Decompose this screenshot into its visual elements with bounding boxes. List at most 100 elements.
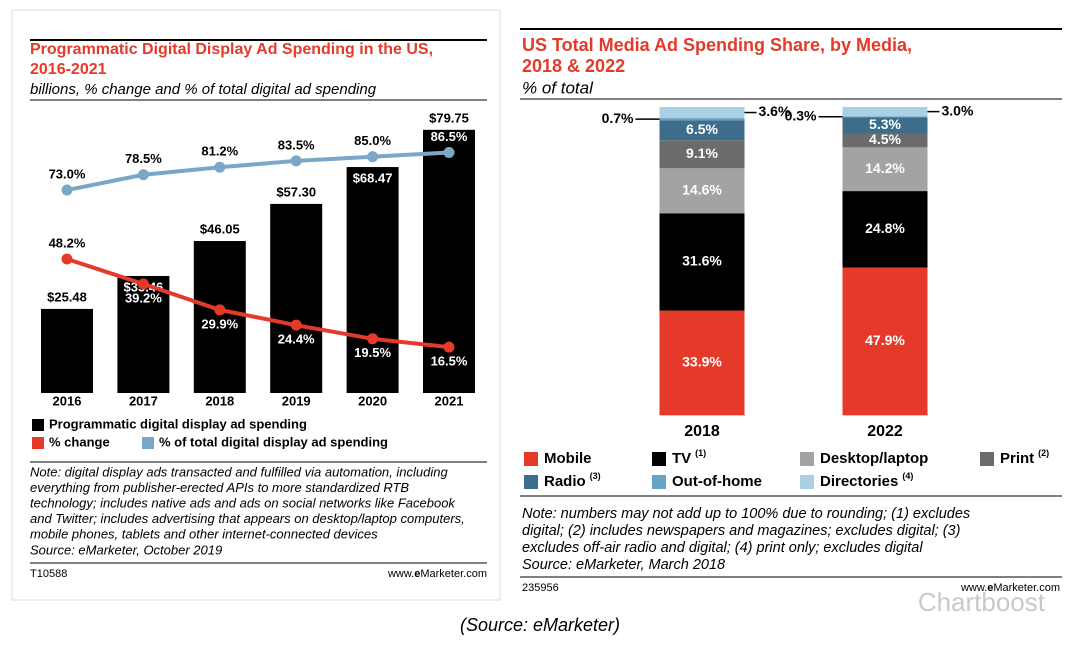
- x-tick-label: 2020: [358, 393, 387, 408]
- legend-swatch: [524, 452, 538, 466]
- legend-label: % change: [49, 434, 110, 449]
- site-part: e: [414, 568, 420, 580]
- bar-segment: [842, 133, 928, 148]
- legend-swatch: [800, 452, 814, 466]
- x-tick-label: 2019: [282, 393, 311, 408]
- bar: [41, 308, 93, 393]
- site: www.eMarketer.com: [960, 582, 1060, 594]
- x-tick-label: 2021: [435, 393, 464, 408]
- data-label: 48.2%: [49, 235, 86, 250]
- left-panel: [11, 9, 501, 601]
- note: excludes off-air radio and digital; (4) …: [522, 540, 923, 556]
- bar-segment: [842, 117, 928, 134]
- bar-segment: [659, 310, 745, 415]
- site-part: www.: [960, 582, 987, 594]
- data-label: 19.5%: [354, 345, 391, 360]
- note: mobile phones, tablets and other interne…: [30, 526, 378, 541]
- data-label: 24.4%: [278, 332, 315, 347]
- legend-label: Desktop/laptop: [820, 450, 928, 467]
- note: everything from publisher-erected APIs t…: [30, 480, 409, 495]
- legend-swatch: [800, 475, 814, 489]
- legend-name: Radio: [544, 473, 586, 490]
- legend-name: Desktop/laptop: [820, 450, 928, 467]
- site-part: www.: [387, 568, 414, 580]
- point: [290, 319, 302, 331]
- line: [66, 150, 450, 193]
- bar: [193, 241, 246, 393]
- legend-label: TV (1): [672, 448, 706, 467]
- bar-segment: [659, 118, 745, 121]
- legend-swatch: [142, 437, 154, 449]
- data-label: 4.5%: [869, 131, 901, 147]
- point: [443, 147, 455, 159]
- data-label: 0.3%: [785, 107, 817, 123]
- bar-segment: [659, 140, 745, 169]
- data-label: 3.0%: [942, 102, 974, 118]
- legend-name: Print: [1000, 450, 1034, 467]
- site: www.eMarketer.com: [387, 568, 487, 580]
- watermark: Chartboost: [918, 587, 1046, 617]
- source: Source: eMarketer, October 2019: [30, 542, 222, 557]
- data-label: 3.6%: [759, 103, 791, 119]
- x-tick-label: 2018: [205, 393, 234, 408]
- note: and Twitter; includes advertising that a…: [30, 511, 465, 526]
- legend-swatch: [652, 475, 666, 489]
- note: technology; includes native ads and ads …: [30, 495, 456, 510]
- data-label: $57.30: [276, 184, 316, 199]
- legend-swatch: [32, 437, 44, 449]
- data-label: 14.6%: [682, 181, 722, 197]
- legend-label: Mobile: [544, 450, 592, 467]
- x-tick-label: 2017: [129, 393, 158, 408]
- note: digital; (2) includes newspapers and mag…: [522, 523, 960, 539]
- bar-segment: [659, 168, 745, 214]
- data-label: $68.47: [353, 170, 393, 185]
- data-label: 9.1%: [686, 145, 718, 161]
- data-label: 83.5%: [278, 137, 315, 152]
- data-label: 39.2%: [125, 290, 162, 305]
- data-label: 5.3%: [869, 116, 901, 132]
- point: [137, 169, 149, 181]
- legend-note: (3): [590, 471, 601, 481]
- data-label: $46.05: [200, 221, 240, 236]
- legend-label: Out-of-home: [672, 473, 762, 490]
- point: [367, 151, 379, 163]
- point: [61, 253, 73, 265]
- chart-title: 2016-2021: [30, 61, 107, 78]
- bar-segment: [659, 120, 745, 141]
- data-label: 33.9%: [682, 353, 722, 369]
- note: Note: digital display ads transacted and…: [30, 464, 448, 479]
- data-label: $79.75: [429, 110, 469, 125]
- bar-segment: [842, 147, 928, 192]
- data-label: 0.7%: [602, 110, 634, 126]
- legend-label: Print (2): [1000, 448, 1049, 467]
- x-tick-label: 2022: [867, 423, 903, 440]
- bar-segment: [659, 107, 745, 119]
- bar-segment: [842, 116, 928, 118]
- chart-title: 2018 & 2022: [522, 56, 625, 76]
- site-part: e: [987, 582, 993, 594]
- bar-segment: [842, 191, 928, 268]
- site-part: Marketer.com: [420, 568, 487, 580]
- x-tick-label: 2016: [53, 393, 82, 408]
- point: [214, 161, 226, 173]
- chart-title: US Total Media Ad Spending Share, by Med…: [522, 35, 912, 55]
- data-label: 29.9%: [201, 316, 238, 331]
- bar-segment: [842, 107, 928, 117]
- legend-label: Directories (4): [820, 471, 913, 490]
- bar: [117, 275, 170, 393]
- legend-note: (1): [695, 448, 706, 458]
- legend-name: Out-of-home: [672, 473, 762, 490]
- data-label: 24.8%: [865, 220, 905, 236]
- point: [290, 155, 302, 167]
- data-label: 14.2%: [865, 160, 905, 176]
- bar-segment: [659, 213, 745, 311]
- legend-swatch: [524, 475, 538, 489]
- bar-segment: [842, 267, 928, 415]
- legend-swatch: [980, 452, 994, 466]
- legend-swatch: [32, 419, 44, 431]
- line: [66, 257, 450, 350]
- legend-label: % of total digital display ad spending: [159, 434, 388, 449]
- site-part: Marketer.com: [993, 582, 1060, 594]
- x-tick-label: 2018: [684, 423, 720, 440]
